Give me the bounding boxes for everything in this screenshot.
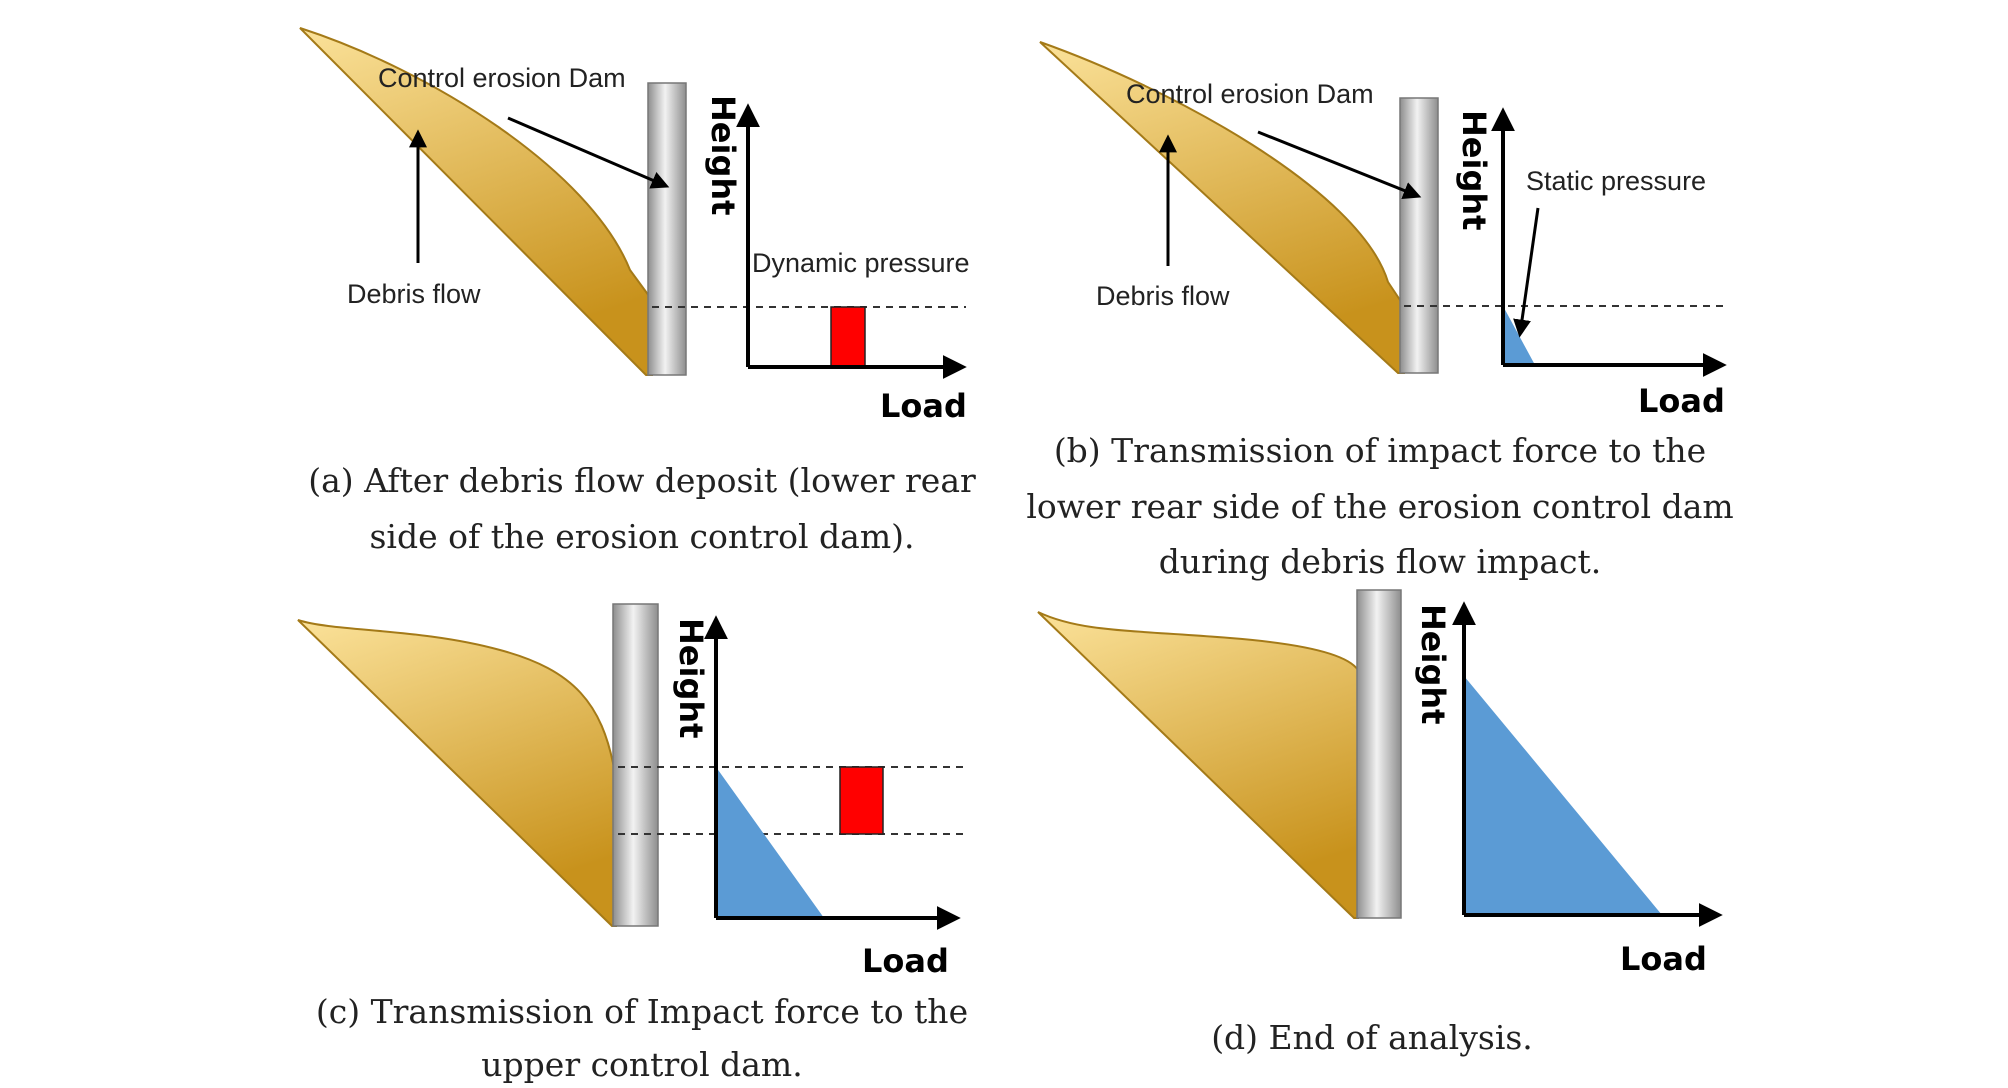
load-axis-label: Load	[1638, 382, 1725, 420]
dynamic-pressure-label: Dynamic pressure	[752, 248, 970, 278]
height-axis-label: Height	[704, 95, 742, 215]
static-pressure-triangle	[1503, 306, 1535, 365]
dam-label: Control erosion Dam	[378, 63, 626, 93]
debris-flow-label: Debris flow	[347, 279, 481, 309]
debris-flow-final	[1037, 611, 1359, 919]
height-axis-label: Height	[672, 618, 710, 738]
static-pressure-pointer-arrow	[1513, 207, 1540, 338]
dam-pointer-arrow	[507, 116, 670, 189]
panel-c: Height Load (c) Transmission of Impact f…	[297, 603, 968, 1084]
height-axis-label: Height	[1455, 110, 1493, 230]
dynamic-pressure-block	[839, 766, 884, 835]
panel-d: Height Load (d) End of analysis.	[1037, 589, 1723, 1057]
panel-a: Control erosion Dam Debris flow Dynamic …	[299, 27, 976, 556]
caption-b-line1: (b) Transmission of impact force to the	[1054, 431, 1706, 470]
panel-b: Control erosion Dam Debris flow Static p…	[1026, 41, 1734, 581]
erosion-control-dam	[612, 603, 659, 927]
load-axis-label: Load	[880, 387, 967, 425]
load-axis-label: Load	[1620, 940, 1707, 978]
caption-c-line2: upper control dam.	[481, 1045, 802, 1084]
caption-b-line2: lower rear side of the erosion control d…	[1026, 487, 1733, 526]
static-pressure-label: Static pressure	[1526, 166, 1706, 196]
debris-flow-impact	[1039, 41, 1405, 374]
erosion-control-dam	[1356, 589, 1402, 919]
debris-flow-label: Debris flow	[1096, 281, 1230, 311]
dam-label: Control erosion Dam	[1126, 79, 1374, 109]
erosion-control-dam	[647, 82, 687, 376]
caption-c-line1: (c) Transmission of Impact force to the	[316, 992, 968, 1031]
height-axis-label: Height	[1414, 604, 1452, 724]
caption-a-line1: (a) After debris flow deposit (lower rea…	[308, 461, 976, 500]
debris-flow-surge	[297, 619, 618, 927]
erosion-control-dam	[1399, 97, 1439, 374]
dynamic-pressure-block	[830, 306, 866, 368]
static-pressure-triangle	[716, 767, 824, 918]
caption-b-line3: during debris flow impact.	[1159, 542, 1602, 581]
dam-pointer-arrow	[1257, 130, 1422, 200]
caption-d-line1: (d) End of analysis.	[1211, 1018, 1533, 1057]
debris-flow-deposit	[299, 27, 653, 376]
caption-a-line2: side of the erosion control dam).	[369, 517, 914, 556]
load-axis-label: Load	[862, 942, 949, 980]
final-load-triangle	[1464, 676, 1662, 915]
